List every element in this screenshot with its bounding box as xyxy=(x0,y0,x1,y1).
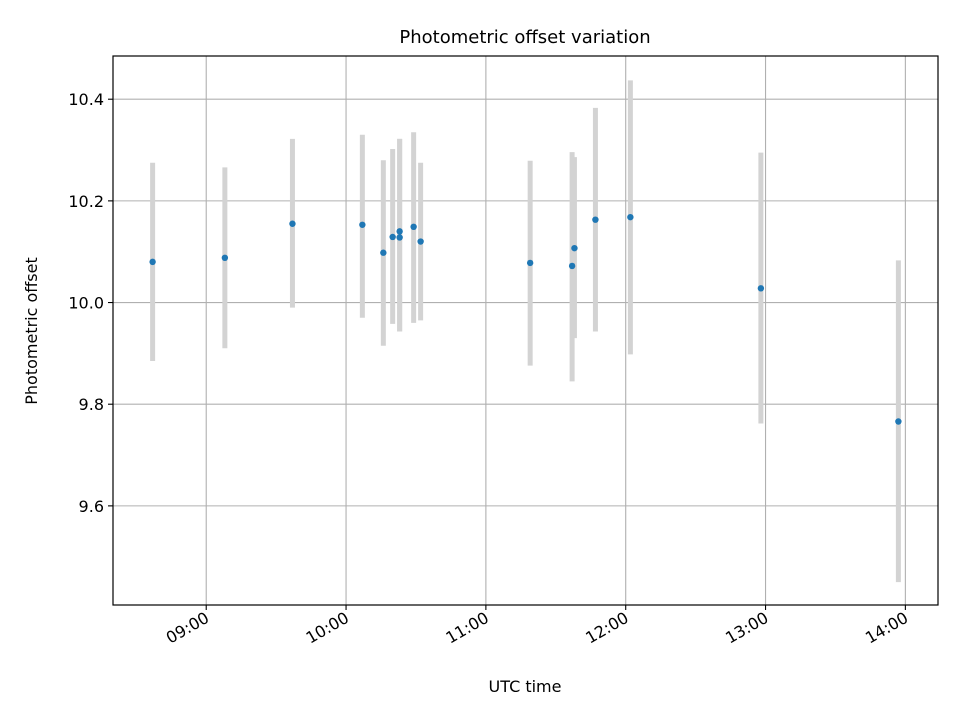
data-point xyxy=(359,221,366,228)
data-point xyxy=(380,249,387,256)
data-point xyxy=(396,228,403,235)
data-point xyxy=(592,216,599,223)
data-point xyxy=(221,254,229,262)
y-tick-label: 9.6 xyxy=(79,497,104,516)
y-tick-label: 9.8 xyxy=(79,395,104,414)
y-tick-label: 10.4 xyxy=(68,90,104,109)
data-point xyxy=(571,244,578,252)
data-point xyxy=(417,238,424,245)
y-axis-ticks: 9.6 9.8 10.0 10.2 10.4 xyxy=(68,90,113,516)
x-axis-label: UTC time xyxy=(489,677,562,696)
data-point xyxy=(757,285,765,292)
y-tick-label: 10.0 xyxy=(68,294,104,313)
data-point xyxy=(568,262,576,270)
plot-frame xyxy=(112,55,939,606)
grid-layer xyxy=(113,56,938,605)
data-point xyxy=(396,234,403,241)
data-point xyxy=(895,418,902,425)
data-point xyxy=(526,259,534,267)
data-point xyxy=(389,233,396,241)
data-point xyxy=(289,220,296,227)
marker-layer xyxy=(149,213,902,425)
data-point xyxy=(627,213,634,221)
chart-title: Photometric offset variation xyxy=(399,27,650,48)
data-point xyxy=(410,223,417,230)
y-tick-label: 10.2 xyxy=(68,192,104,211)
data-point xyxy=(149,258,156,266)
y-axis-label: Photometric offset xyxy=(22,257,41,405)
